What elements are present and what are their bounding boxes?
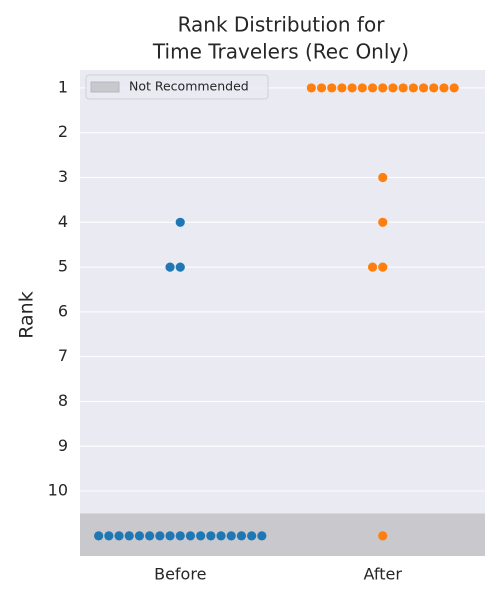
dot	[439, 83, 449, 93]
dot	[449, 83, 459, 93]
x-tick-label: After	[364, 565, 403, 584]
dot	[104, 531, 114, 541]
legend: Not Recommended	[85, 74, 269, 100]
dot	[165, 262, 175, 272]
y-tick-label: 1	[58, 77, 68, 96]
dot	[357, 83, 367, 93]
dot	[327, 83, 337, 93]
y-tick-label: 10	[48, 481, 68, 500]
dot	[94, 531, 104, 541]
y-tick-label: 2	[58, 122, 68, 141]
dot	[196, 531, 206, 541]
dot	[429, 83, 439, 93]
dot	[347, 83, 357, 93]
dot	[398, 83, 408, 93]
dot	[165, 531, 175, 541]
dot	[114, 531, 124, 541]
legend-box	[85, 74, 269, 100]
y-tick-label: 6	[58, 301, 68, 320]
dot	[175, 531, 185, 541]
dot	[185, 531, 196, 541]
legend-swatch	[90, 81, 120, 93]
y-tick-label: 4	[58, 212, 68, 231]
x-tick-label: Before	[154, 565, 206, 584]
dot	[206, 531, 216, 541]
y-tick-label: 7	[58, 346, 68, 365]
dot	[378, 217, 388, 227]
dot	[378, 262, 388, 272]
dot	[418, 83, 429, 93]
dot	[134, 531, 145, 541]
dot	[378, 531, 388, 541]
chart-title: Rank Distribution for	[178, 13, 386, 37]
dot	[316, 83, 327, 93]
y-tick-label: 9	[58, 436, 68, 455]
y-axis-label: Rank	[16, 291, 38, 338]
dot	[408, 83, 418, 93]
dot	[247, 531, 257, 541]
dot	[388, 83, 398, 93]
plot-area	[80, 70, 485, 556]
y-tick-label: 3	[58, 167, 68, 186]
plot-layer	[80, 83, 485, 556]
dot	[124, 531, 134, 541]
dot	[367, 262, 378, 272]
dot	[175, 262, 185, 272]
dot	[337, 83, 347, 93]
legend-label: Not Recommended	[129, 79, 249, 94]
dot	[175, 217, 185, 227]
y-tick-label: 5	[58, 257, 68, 276]
dot	[257, 531, 267, 541]
dot	[367, 83, 378, 93]
dot	[216, 531, 226, 541]
dot	[306, 83, 316, 93]
dot	[155, 531, 165, 541]
dot	[378, 172, 388, 183]
dot	[236, 531, 247, 541]
chart-title: Time Travelers (Rec Only)	[152, 40, 409, 64]
y-tick-label: 8	[58, 391, 68, 410]
dot	[378, 83, 388, 93]
dot	[226, 531, 236, 541]
dot	[145, 531, 155, 541]
